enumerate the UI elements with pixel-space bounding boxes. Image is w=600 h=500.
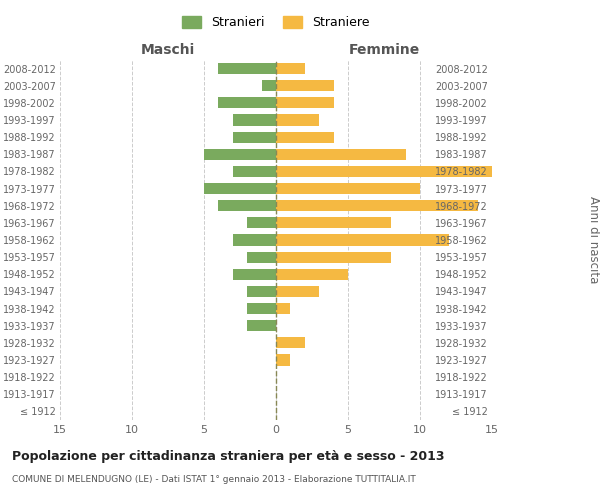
Bar: [276, 218, 391, 228]
Bar: [276, 200, 478, 211]
Legend: Stranieri, Straniere: Stranieri, Straniere: [178, 11, 374, 34]
Bar: [247, 320, 276, 332]
Bar: [276, 80, 334, 92]
Bar: [276, 252, 391, 262]
Bar: [276, 286, 319, 297]
Bar: [276, 114, 319, 126]
Bar: [276, 303, 290, 314]
Bar: [276, 354, 290, 366]
Bar: [262, 80, 276, 92]
Text: Maschi: Maschi: [141, 44, 195, 58]
Bar: [218, 63, 276, 74]
Bar: [233, 132, 276, 142]
Bar: [204, 183, 276, 194]
Bar: [247, 286, 276, 297]
Bar: [276, 63, 305, 74]
Bar: [247, 303, 276, 314]
Bar: [233, 114, 276, 126]
Text: Anni di nascita: Anni di nascita: [587, 196, 600, 284]
Bar: [276, 338, 305, 348]
Bar: [276, 268, 348, 280]
Bar: [276, 132, 334, 142]
Bar: [218, 98, 276, 108]
Bar: [233, 234, 276, 246]
Bar: [247, 252, 276, 262]
Bar: [233, 166, 276, 177]
Bar: [276, 234, 449, 246]
Bar: [276, 148, 406, 160]
Text: COMUNE DI MELENDUGNO (LE) - Dati ISTAT 1° gennaio 2013 - Elaborazione TUTTITALIA: COMUNE DI MELENDUGNO (LE) - Dati ISTAT 1…: [12, 475, 416, 484]
Bar: [218, 200, 276, 211]
Bar: [247, 218, 276, 228]
Bar: [204, 148, 276, 160]
Bar: [276, 98, 334, 108]
Bar: [276, 166, 492, 177]
Text: Popolazione per cittadinanza straniera per età e sesso - 2013: Popolazione per cittadinanza straniera p…: [12, 450, 445, 463]
Bar: [233, 268, 276, 280]
Text: Femmine: Femmine: [349, 44, 419, 58]
Bar: [276, 183, 420, 194]
